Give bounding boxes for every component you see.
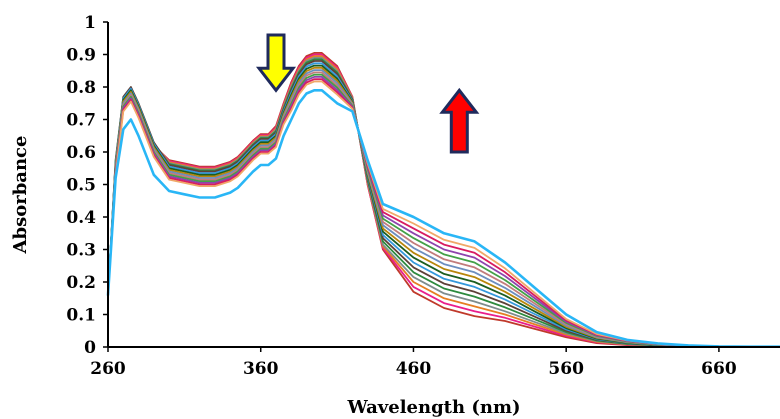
y-tick-label: 0.2 <box>66 273 96 293</box>
series-line-12 <box>107 73 780 348</box>
x-tick-label: 660 <box>701 359 737 379</box>
series-line-5 <box>107 58 780 348</box>
series-line-15 <box>107 80 780 348</box>
decrease-arrow-icon <box>255 33 297 93</box>
y-tick-label: 0.8 <box>66 78 96 98</box>
y-tick-label: 0.7 <box>66 111 96 131</box>
annotation-arrows <box>255 33 480 154</box>
y-tick-label: 1 <box>84 13 96 33</box>
y-tick-label: 0.1 <box>66 306 96 326</box>
series-line-14 <box>107 78 780 348</box>
series-lines <box>106 52 780 348</box>
x-ticks: 260 360 460 560 660 <box>90 347 737 379</box>
series-line-13 <box>107 76 780 348</box>
series-line-4 <box>107 56 780 348</box>
series-line-6 <box>107 60 780 348</box>
x-axis-title: Wavelength (nm) <box>346 397 520 418</box>
y-tick-label: 0.4 <box>66 208 96 228</box>
series-line-10 <box>107 69 780 348</box>
series-line-11 <box>107 71 780 348</box>
x-tick-label: 260 <box>90 359 126 379</box>
series-line-1 <box>107 52 780 348</box>
x-tick-label: 460 <box>396 359 432 379</box>
series-line-7 <box>107 62 780 348</box>
series-line-2 <box>107 53 780 348</box>
y-tick-label: 0.9 <box>66 46 96 66</box>
series-line-16 <box>106 89 780 348</box>
y-axis-title: Absorbance <box>10 136 31 255</box>
y-tick-label: 0.6 <box>66 143 96 163</box>
x-tick-label: 560 <box>548 359 584 379</box>
x-tick-label: 360 <box>243 359 279 379</box>
y-tick-label: 0.3 <box>66 241 96 261</box>
series-line-3 <box>107 55 780 348</box>
y-tick-label: 0 <box>84 338 96 358</box>
y-ticks: 0 0.1 0.2 0.3 0.4 0.5 0.6 0.7 0.8 0.9 1 <box>66 13 108 358</box>
increase-arrow-icon <box>439 87 480 154</box>
y-tick-label: 0.5 <box>66 176 96 196</box>
